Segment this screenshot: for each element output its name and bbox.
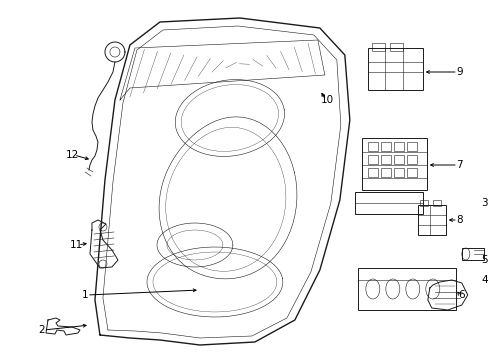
Bar xyxy=(371,43,384,51)
Bar xyxy=(380,142,390,151)
Bar xyxy=(367,48,422,90)
Bar xyxy=(380,168,390,177)
Text: 6: 6 xyxy=(458,290,464,300)
Bar xyxy=(361,138,426,190)
Bar xyxy=(406,168,416,177)
Text: 1: 1 xyxy=(81,290,88,300)
Text: 4: 4 xyxy=(481,275,487,285)
Text: 3: 3 xyxy=(481,198,487,208)
Text: 12: 12 xyxy=(65,150,79,160)
Bar xyxy=(393,142,403,151)
Bar xyxy=(367,142,377,151)
Bar xyxy=(461,248,483,260)
Text: 8: 8 xyxy=(456,215,462,225)
Bar xyxy=(406,155,416,164)
Bar xyxy=(357,268,455,310)
Bar xyxy=(380,155,390,164)
Text: 11: 11 xyxy=(69,240,82,250)
Text: 10: 10 xyxy=(321,95,334,105)
Bar xyxy=(389,43,402,51)
Bar xyxy=(393,168,403,177)
Bar xyxy=(393,155,403,164)
Bar xyxy=(406,142,416,151)
Bar xyxy=(367,168,377,177)
Bar xyxy=(417,205,445,235)
Bar xyxy=(367,155,377,164)
Text: 2: 2 xyxy=(39,325,45,335)
Bar xyxy=(419,200,427,206)
Text: 9: 9 xyxy=(456,67,462,77)
Text: 5: 5 xyxy=(481,255,487,265)
Text: 7: 7 xyxy=(456,160,462,170)
Bar xyxy=(354,192,422,214)
Bar xyxy=(432,200,440,206)
